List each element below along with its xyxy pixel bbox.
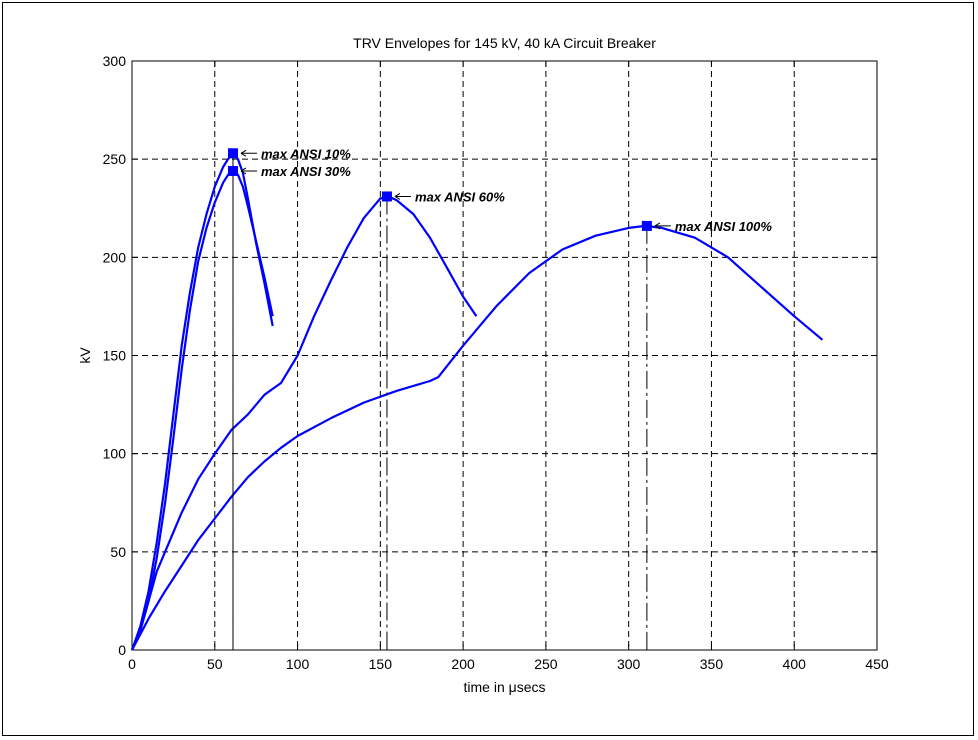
x-tick-label: 0 — [128, 656, 136, 672]
annotation-arrow — [240, 167, 257, 175]
max-annotation-label: max ANSI 30% — [261, 164, 351, 179]
x-tick-label: 400 — [783, 656, 807, 672]
y-tick-label: 100 — [103, 446, 127, 462]
series-line-2 — [130, 169, 274, 651]
x-tick-label: 150 — [369, 656, 393, 672]
x-axis-label: time in μsecs — [464, 679, 546, 695]
max-marker — [641, 220, 652, 231]
annotation-arrow — [240, 149, 257, 157]
y-tick-label: 50 — [110, 544, 126, 560]
max-marker — [381, 191, 392, 202]
x-tick-label: 100 — [286, 656, 310, 672]
series-line-3 — [130, 195, 478, 651]
chart-title: TRV Envelopes for 145 kV, 40 kA Circuit … — [353, 35, 656, 51]
y-tick-label: 250 — [103, 151, 127, 167]
grid — [132, 61, 877, 650]
x-tick-label: 250 — [534, 656, 558, 672]
y-tick-label: 0 — [118, 642, 126, 658]
annotation-arrow — [654, 222, 671, 230]
series — [130, 152, 824, 651]
series-line-1 — [130, 152, 274, 651]
series-line-4 — [131, 224, 824, 651]
y-tick-label: 300 — [103, 53, 127, 69]
max-marker — [227, 165, 238, 176]
x-tick-label: 350 — [700, 656, 724, 672]
y-tick-label: 150 — [103, 348, 127, 364]
annotation-arrow — [394, 193, 411, 200]
x-tick-label: 200 — [451, 656, 475, 672]
max-annotation-label: max ANSI 100% — [675, 219, 773, 234]
y-tick-label: 200 — [103, 249, 127, 265]
max-annotation-label: max ANSI 10% — [261, 146, 351, 161]
max-annotation-label: max ANSI 60% — [415, 189, 505, 204]
max-marker — [227, 148, 238, 159]
markers: max ANSI 10% max ANSI 30% max ANSI 60% max … — [227, 146, 773, 650]
x-tick-label: 450 — [865, 656, 889, 672]
y-axis-label: kV — [77, 347, 93, 364]
x-tick-label: 300 — [617, 656, 641, 672]
ticks: 0 50 100 150 200 250 300 350 400 450 0 50 100 150 200 2… — [103, 53, 889, 672]
x-tick-label: 50 — [207, 656, 223, 672]
